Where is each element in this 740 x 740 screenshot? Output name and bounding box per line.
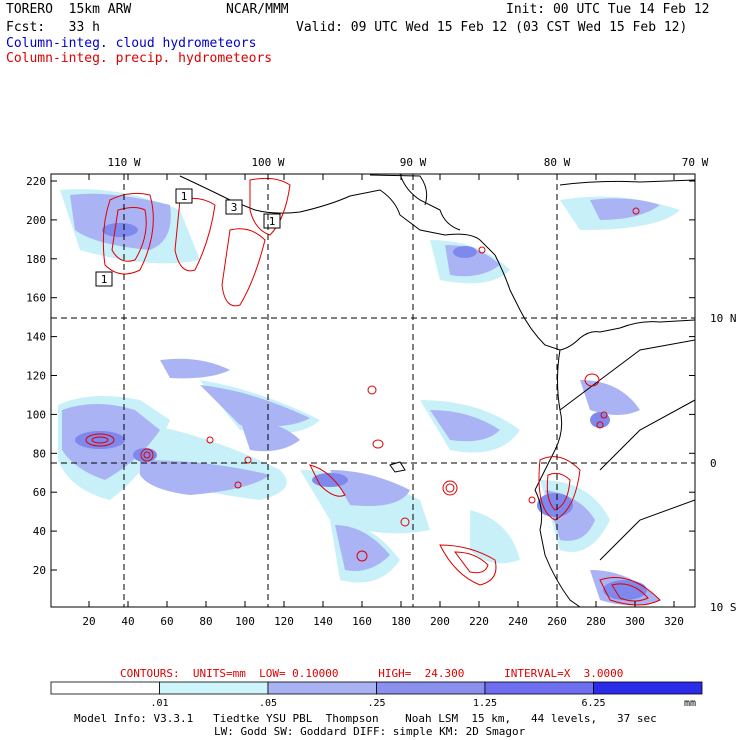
x-tick-label: 20	[82, 615, 95, 628]
colorbar-segment	[267, 681, 377, 695]
center-name: NCAR/MMM	[226, 2, 289, 17]
cloud-shading	[58, 189, 680, 605]
x-tick-label: 140	[313, 615, 333, 628]
lon-label: 100 W	[251, 156, 284, 169]
y-tick-label: 80	[33, 447, 46, 460]
lat-label: 10 S	[710, 601, 737, 614]
y-tick-label: 60	[33, 486, 46, 499]
init-time: Init: 00 UTC Tue 14 Feb 12	[506, 2, 710, 17]
field-cloud-label: Column-integ. cloud hydrometeors	[6, 36, 257, 51]
colorbar-segment	[376, 681, 486, 695]
x-tick-label: 80	[199, 615, 212, 628]
y-tick-label: 200	[26, 214, 46, 227]
map-axes: 220 200 180 160 140 120 100 80 60 40 20 20 40 60 80 100…	[26, 156, 736, 628]
y-tick-label: 220	[26, 175, 46, 188]
precip-contours	[85, 177, 661, 606]
svg-text:1: 1	[269, 215, 276, 228]
y-tick-label: 140	[26, 331, 46, 344]
x-tick-label: 320	[664, 615, 684, 628]
x-tick-label: 300	[625, 615, 645, 628]
colorbar-segment	[593, 681, 703, 695]
colorbar-tick-label: 6.25	[581, 698, 605, 709]
colorbar-tick-label: .25	[367, 698, 385, 709]
y-tick-label: 120	[26, 370, 46, 383]
model-name: TORERO 15km ARW	[6, 2, 132, 17]
y-tick-label: 160	[26, 292, 46, 305]
colorbar: .01 .05 .25 1.25 6.25 mm	[50, 681, 703, 709]
lon-label: 70 W	[682, 156, 709, 169]
forecast-hour: Fcst: 33 h	[6, 20, 100, 35]
svg-text:1: 1	[101, 273, 108, 286]
y-tick-label: 40	[33, 525, 46, 538]
x-tick-label: 120	[274, 615, 294, 628]
colorbar-segment	[159, 681, 269, 695]
x-tick-label: 100	[235, 615, 255, 628]
lon-label: 80 W	[544, 156, 571, 169]
x-tick-label: 180	[391, 615, 411, 628]
lat-label: 0	[710, 457, 717, 470]
lon-label: 90 W	[400, 156, 427, 169]
y-tick-label: 20	[33, 564, 46, 577]
x-tick-label: 160	[352, 615, 372, 628]
footer-model-info: Model Info: V3.3.1 Tiedtke YSU PBL Thomp…	[74, 712, 657, 725]
y-tick-label: 180	[26, 253, 46, 266]
x-tick-label: 60	[160, 615, 173, 628]
lat-lon-grid	[51, 174, 695, 607]
colorbar-tick-label: .01	[150, 698, 168, 709]
field-precip-label: Column-integ. precip. hydrometeors	[6, 51, 273, 66]
x-tick-label: 40	[121, 615, 134, 628]
svg-text:1: 1	[181, 190, 188, 203]
footer-physics-info: LW: Godd SW: Goddard DIFF: simple KM: 2D…	[214, 725, 526, 738]
svg-text:3: 3	[231, 201, 238, 214]
colorbar-tick-label: .05	[259, 698, 277, 709]
x-tick-label: 260	[547, 615, 567, 628]
x-tick-label: 240	[508, 615, 528, 628]
colorbar-tick-label: 1.25	[473, 698, 497, 709]
y-tick-label: 100	[26, 408, 46, 421]
contour-info: CONTOURS: UNITS=mm LOW= 0.10000 HIGH= 24…	[120, 667, 624, 680]
colorbar-segment	[484, 681, 594, 695]
contour-labels: 1 3 1 1	[95, 188, 281, 287]
colorbar-segment	[50, 681, 160, 695]
x-tick-label: 280	[586, 615, 606, 628]
map-frame	[50, 173, 696, 608]
x-tick-label: 200	[430, 615, 450, 628]
valid-time: Valid: 09 UTC Wed 15 Feb 12 (03 CST Wed …	[296, 20, 688, 35]
lon-label: 110 W	[107, 156, 140, 169]
x-tick-label: 220	[469, 615, 489, 628]
lat-label: 10 N	[710, 312, 737, 325]
colorbar-unit: mm	[684, 698, 696, 709]
